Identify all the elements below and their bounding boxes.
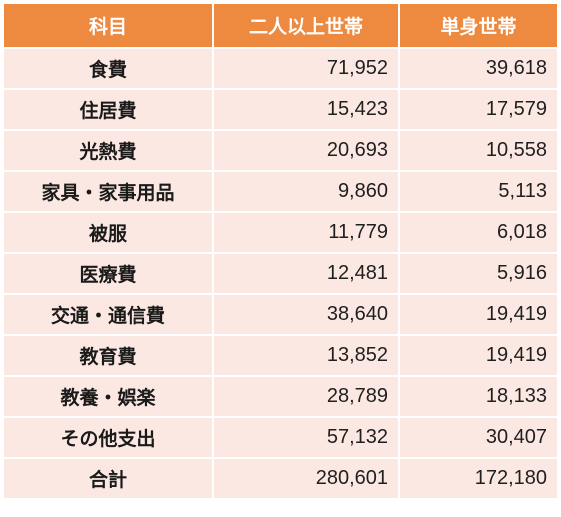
row-single-value: 19,419 (399, 294, 557, 336)
header-row: 科目 二人以上世帯 単身世帯 (4, 4, 557, 49)
row-single-value: 19,419 (399, 335, 557, 377)
row-single-value: 17,579 (399, 89, 557, 131)
table-row: 教養・娯楽 28,789 18,133 (4, 376, 557, 418)
row-category: 医療費 (4, 253, 214, 295)
row-single-value: 39,618 (399, 48, 557, 90)
header-category: 科目 (4, 4, 214, 49)
row-multi-person-value: 11,779 (213, 212, 400, 254)
row-category: 教養・娯楽 (4, 376, 214, 418)
row-multi-person-value: 28,789 (213, 376, 400, 418)
table-body: 食費 71,952 39,618 住居費 15,423 17,579 光熱費 2… (4, 48, 557, 498)
table-row: 住居費 15,423 17,579 (4, 89, 557, 131)
row-single-value: 30,407 (399, 417, 557, 459)
row-category: 被服 (4, 212, 214, 254)
row-category: 住居費 (4, 89, 214, 131)
total-label: 合計 (4, 458, 214, 498)
row-category: 教育費 (4, 335, 214, 377)
row-single-value: 10,558 (399, 130, 557, 172)
row-single-value: 5,113 (399, 171, 557, 213)
table-row: 交通・通信費 38,640 19,419 (4, 294, 557, 336)
table-row: 食費 71,952 39,618 (4, 48, 557, 90)
expense-table-container: 科目 二人以上世帯 単身世帯 食費 71,952 39,618 住居費 15,4… (4, 4, 557, 498)
row-category: 家具・家事用品 (4, 171, 214, 213)
row-multi-person-value: 57,132 (213, 417, 400, 459)
table-row: 教育費 13,852 19,419 (4, 335, 557, 377)
row-single-value: 18,133 (399, 376, 557, 418)
table-row: 光熱費 20,693 10,558 (4, 130, 557, 172)
row-multi-person-value: 9,860 (213, 171, 400, 213)
table-row: 被服 11,779 6,018 (4, 212, 557, 254)
row-multi-person-value: 38,640 (213, 294, 400, 336)
row-category: 食費 (4, 48, 214, 90)
row-category: 交通・通信費 (4, 294, 214, 336)
table-row: 家具・家事用品 9,860 5,113 (4, 171, 557, 213)
row-category: 光熱費 (4, 130, 214, 172)
row-single-value: 6,018 (399, 212, 557, 254)
table-row: 医療費 12,481 5,916 (4, 253, 557, 295)
total-single-value: 172,180 (399, 458, 557, 498)
row-multi-person-value: 12,481 (213, 253, 400, 295)
row-multi-person-value: 71,952 (213, 48, 400, 90)
row-single-value: 5,916 (399, 253, 557, 295)
row-multi-person-value: 13,852 (213, 335, 400, 377)
total-row: 合計 280,601 172,180 (4, 458, 557, 498)
table-row: その他支出 57,132 30,407 (4, 417, 557, 459)
row-multi-person-value: 15,423 (213, 89, 400, 131)
row-category: その他支出 (4, 417, 214, 459)
header-multi-person: 二人以上世帯 (213, 4, 400, 49)
row-multi-person-value: 20,693 (213, 130, 400, 172)
header-single: 単身世帯 (399, 4, 557, 49)
table-header: 科目 二人以上世帯 単身世帯 (4, 4, 557, 49)
total-multi-person-value: 280,601 (213, 458, 400, 498)
expense-table: 科目 二人以上世帯 単身世帯 食費 71,952 39,618 住居費 15,4… (4, 4, 557, 498)
